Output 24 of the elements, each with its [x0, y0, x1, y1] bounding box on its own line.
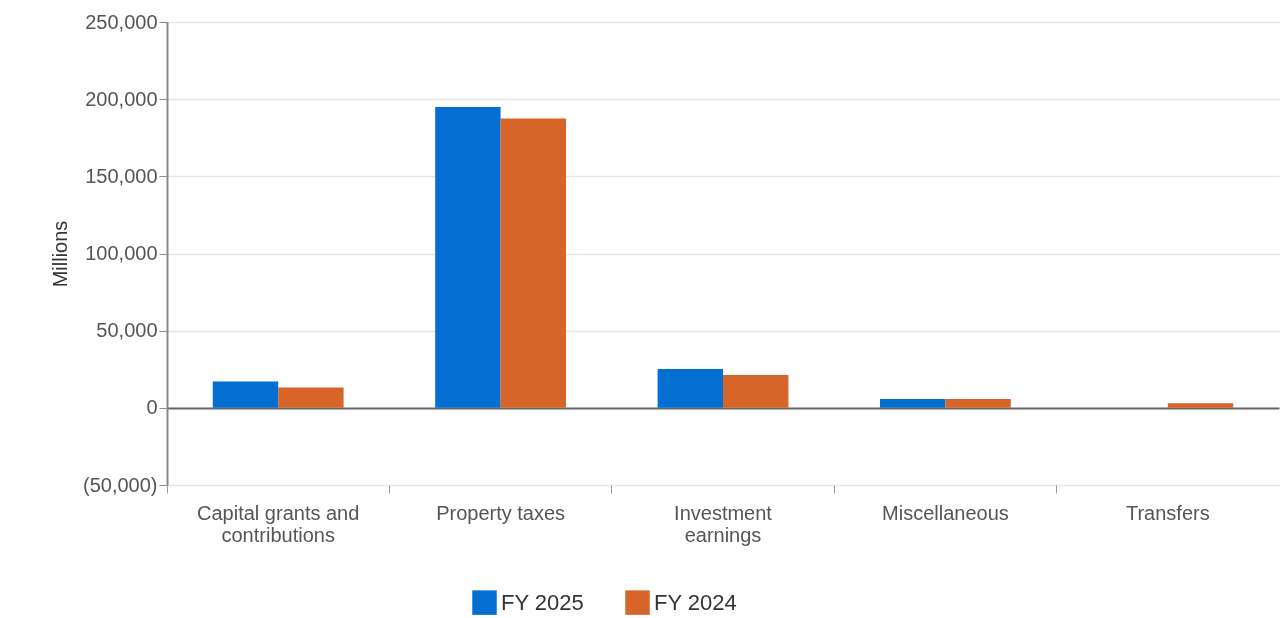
bar — [657, 369, 723, 408]
bar — [435, 106, 501, 408]
x-tick-label: Transfers — [1125, 501, 1210, 524]
y-tick-label: 0 — [146, 396, 158, 419]
bar — [500, 118, 567, 408]
y-tick-label: 50,000 — [96, 319, 158, 342]
x-tick-label: Miscellaneous — [882, 501, 1009, 524]
bar — [212, 381, 279, 408]
y-tick-label: 250,000 — [85, 10, 158, 33]
bar — [1167, 403, 1234, 408]
bar — [945, 398, 1011, 408]
x-tick-label: Property taxes — [436, 501, 566, 524]
y-tick-label: 150,000 — [85, 164, 158, 187]
y-axis-title: Millions — [49, 220, 72, 288]
bar — [278, 387, 344, 408]
legend-label: FY 2025 — [501, 589, 584, 615]
y-tick-label: 100,000 — [85, 242, 158, 264]
y-tick-label: 200,000 — [85, 87, 158, 110]
bar — [723, 375, 789, 408]
y-tick-label: (50,000) — [83, 473, 158, 496]
x-tick-label: Capital grants and contributions — [197, 501, 360, 546]
legend-label: FY 2024 — [654, 589, 737, 615]
x-tick-label: Investment earnings — [674, 501, 773, 546]
bar — [879, 398, 946, 408]
